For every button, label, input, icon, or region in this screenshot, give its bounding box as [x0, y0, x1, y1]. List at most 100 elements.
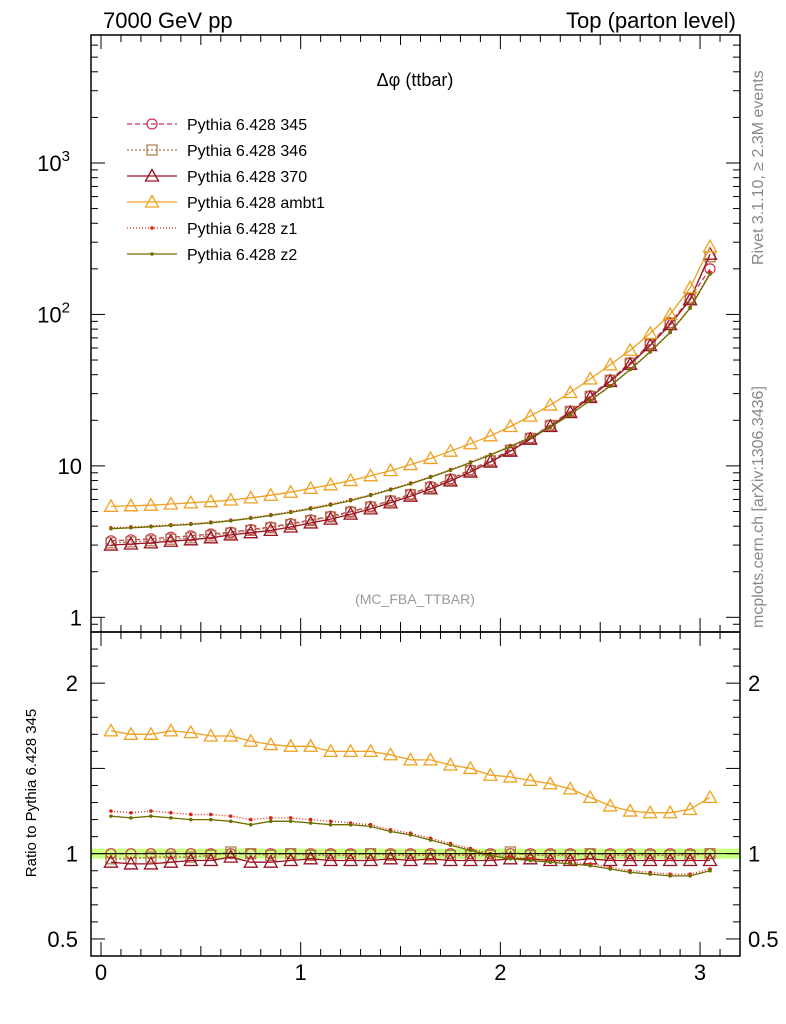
data-point	[422, 481, 439, 495]
data-point	[628, 367, 632, 372]
data-point	[149, 525, 153, 529]
data-point	[442, 757, 459, 771]
data-point	[642, 852, 658, 867]
data-point	[468, 460, 473, 465]
data-point	[382, 746, 399, 761]
ratio-y-tick-label-right: 0.5	[748, 927, 779, 952]
legend-label: Pythia 6.428 ambt1	[187, 195, 325, 212]
data-point	[608, 384, 612, 388]
data-point	[305, 849, 317, 861]
main-y-tick-label: 102	[37, 299, 70, 327]
data-point	[268, 816, 273, 820]
x-tick-label: 0	[95, 960, 107, 985]
data-point	[248, 516, 253, 521]
data-point	[185, 851, 197, 863]
data-point	[183, 495, 199, 509]
data-point	[382, 462, 399, 477]
data-point	[328, 822, 333, 827]
data-point	[223, 527, 239, 541]
main-y-tick-label: 10	[58, 454, 82, 479]
data-point	[708, 272, 712, 276]
ratio-axis-ticks	[91, 631, 741, 957]
x-tick-labels: 0 1 2 3	[95, 960, 706, 985]
data-point	[482, 454, 498, 468]
data-point	[528, 858, 533, 863]
data-point	[588, 398, 593, 403]
data-point	[428, 838, 433, 842]
rivet-version-label: Rivet 3.1.10, ≥ 2.3M events	[750, 70, 767, 265]
data-point	[362, 743, 379, 758]
x-tick-label: 2	[494, 960, 506, 985]
series-line	[110, 730, 711, 814]
data-point	[303, 738, 319, 752]
legend-marker	[150, 252, 154, 256]
data-point	[582, 389, 598, 404]
main-y-tick-label: 1	[70, 605, 82, 630]
data-point	[402, 852, 419, 867]
data-point	[149, 814, 153, 818]
data-point	[323, 476, 339, 491]
data-point	[602, 798, 618, 812]
data-point	[502, 443, 518, 457]
data-point	[422, 850, 439, 865]
data-point	[528, 435, 533, 440]
data-point	[248, 817, 253, 822]
data-point	[662, 306, 678, 321]
data-point	[123, 856, 139, 870]
legend-marker	[144, 168, 160, 182]
data-point	[408, 833, 413, 837]
data-point	[149, 809, 153, 813]
data-point	[288, 510, 293, 515]
data-point	[248, 822, 253, 827]
data-point	[362, 852, 379, 867]
data-point	[268, 513, 273, 518]
data-point	[123, 536, 139, 550]
data-point	[382, 850, 399, 865]
data-point	[502, 418, 518, 433]
data-point	[522, 772, 538, 787]
legend-label: Pythia 6.428 z1	[187, 221, 297, 238]
data-point	[183, 852, 199, 867]
data-point	[109, 814, 113, 818]
data-point	[283, 852, 299, 867]
data-point	[203, 493, 219, 508]
data-point	[508, 444, 513, 449]
data-point	[422, 752, 439, 766]
data-point	[183, 724, 199, 739]
data-point	[402, 488, 419, 502]
legend-marker	[146, 118, 158, 130]
legend-marker	[150, 226, 154, 230]
data-point	[682, 801, 698, 815]
data-point	[548, 425, 553, 430]
data-point	[288, 816, 293, 820]
main-panel: 1 10 102 103 Δφ (ttbar) (MC_FBA_TTBAR) Pyth…	[37, 34, 741, 633]
data-point	[268, 819, 273, 824]
data-point	[688, 306, 692, 310]
data-point	[668, 874, 672, 878]
data-point	[308, 821, 313, 825]
legend-label: Pythia 6.428 346	[187, 143, 307, 160]
data-point	[223, 728, 239, 742]
data-point	[502, 769, 518, 783]
data-point	[662, 316, 678, 331]
data-point	[129, 810, 133, 815]
data-point	[482, 767, 498, 781]
data-point	[342, 743, 359, 758]
legend-label: Pythia 6.428 370	[187, 169, 307, 186]
header-left: 7000 GeV pp	[103, 8, 233, 33]
data-point	[243, 490, 259, 504]
ratio-y-tick-label-right: 2	[748, 671, 760, 696]
data-point	[323, 852, 339, 867]
x-tick-label: 3	[694, 960, 706, 985]
data-point	[308, 817, 313, 822]
data-point	[642, 325, 658, 340]
data-point	[522, 408, 538, 422]
data-point	[203, 852, 219, 867]
data-point	[382, 495, 399, 509]
data-point	[209, 520, 213, 525]
data-point	[642, 804, 658, 819]
data-point	[482, 852, 498, 867]
data-point	[288, 819, 293, 824]
data-point	[223, 849, 239, 863]
